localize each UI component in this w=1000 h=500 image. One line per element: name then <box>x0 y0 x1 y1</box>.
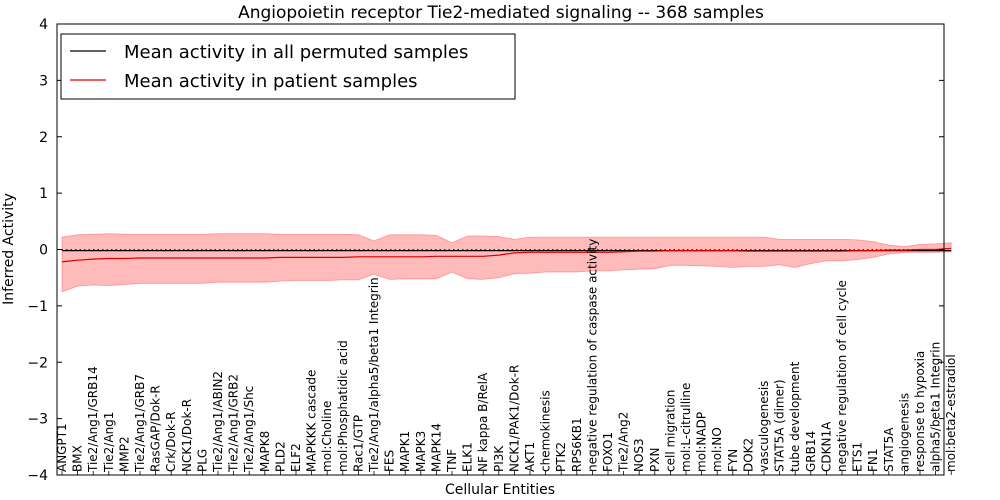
x-category-label: MAPK8 <box>258 431 272 472</box>
y-tick-label: 0 <box>39 243 48 259</box>
x-category-label: PLD2 <box>273 441 287 472</box>
x-category-label: CDKN1A <box>819 421 833 472</box>
x-category-label: GRB14 <box>804 431 818 472</box>
category-label-layer: ANGPT1 BMX Tie2/Ang1/GRB14 Tie2/Ang1 MMP2 Tie… <box>55 239 958 475</box>
x-category-label: Tie2/Ang1/Shc <box>242 386 256 473</box>
x-axis-title: Cellular Entities <box>445 482 555 498</box>
series-line-layer <box>57 247 952 263</box>
x-category-label: ELF2 <box>289 443 303 472</box>
x-category-label: MAPK1 <box>398 431 412 472</box>
x-category-label: Tie2/Ang1 <box>102 412 116 473</box>
x-category-label: mol:NO <box>710 427 724 472</box>
x-category-label: mol:NADP <box>695 412 709 472</box>
x-category-label: DOK2 <box>741 438 755 472</box>
x-category-label: FYN <box>726 449 740 472</box>
x-category-label: negative regulation of cell cycle <box>835 280 849 472</box>
x-category-label: FOXO1 <box>601 432 615 472</box>
x-category-label: Crk/Dok-R <box>164 411 178 472</box>
x-category-label: MAPKKK cascade <box>305 370 319 472</box>
x-category-label: NCK1/PAK1/Dok-R <box>507 365 521 472</box>
x-category-label: MAPK3 <box>414 431 428 472</box>
x-category-label: angiogenesis <box>897 393 911 472</box>
x-category-label: ANGPT1 <box>55 423 69 472</box>
x-category-label: PXN <box>648 448 662 472</box>
y-tick-label: 1 <box>39 186 48 202</box>
legend: Mean activity in all permuted samples Me… <box>60 33 516 100</box>
x-category-label: mol:beta2-estradiol <box>944 354 958 472</box>
x-category-label: Tie2/Ang1/ABIN2 <box>211 371 225 473</box>
x-category-label: BMX <box>71 445 85 472</box>
x-category-label: AKT1 <box>523 442 537 472</box>
y-tick-label: −4 <box>27 468 48 484</box>
x-category-label: mol:Phosphatidic acid <box>336 340 350 472</box>
x-category-label: STAT5A <box>882 427 896 472</box>
x-category-label: Tie2/Ang1/GRB7 <box>133 374 147 473</box>
x-category-label: NF kappa B/RelA <box>476 372 490 472</box>
x-category-label: chemokinesis <box>539 390 553 472</box>
x-category-label: TNF <box>445 449 459 473</box>
x-category-label: RasGAP/Dok-R <box>149 385 163 472</box>
x-category-label: MAPK14 <box>429 423 443 472</box>
x-category-label: Tie2/Ang1/GRB2 <box>227 374 241 473</box>
legend-box <box>60 33 516 100</box>
series-line-patient <box>61 247 952 263</box>
y-axis-title: Inferred Activity <box>1 193 17 305</box>
y-axis-ticks: −4 −3 −2 −1 0 1 2 3 4 <box>27 17 944 484</box>
y-tick-label: 3 <box>39 73 48 89</box>
x-category-label: mol:Choline <box>320 401 334 472</box>
chart-title: Angiopoietin receptor Tie2-mediated sign… <box>238 3 764 23</box>
x-category-label: vasculogenesis <box>757 381 771 472</box>
x-category-label: Tie2/Ang1/alpha5/beta1 Integrin <box>367 277 381 473</box>
x-category-label: FES <box>383 450 397 472</box>
x-category-label: mol:L-citrulline <box>679 383 693 472</box>
y-tick-label: −1 <box>27 299 48 315</box>
y-tick-label: −2 <box>27 355 48 371</box>
y-tick-label: 2 <box>39 130 48 146</box>
x-category-label: tube development <box>788 361 802 472</box>
legend-label-permuted: Mean activity in all permuted samples <box>124 42 468 63</box>
x-category-label: ETS1 <box>851 442 865 472</box>
x-category-label: Tie2/Ang2 <box>617 412 631 473</box>
x-category-label: RPS6KB1 <box>570 417 584 472</box>
x-category-label: FN1 <box>866 448 880 472</box>
y-tick-label: −3 <box>27 412 48 428</box>
y-tick-label: 4 <box>39 17 48 33</box>
x-category-label: NCK1/Dok-R <box>180 399 194 472</box>
x-category-label: cell migration <box>663 390 677 472</box>
x-category-label: NOS3 <box>632 438 646 472</box>
patient-range-band <box>61 233 952 293</box>
x-category-label: PI3K <box>492 445 506 472</box>
x-category-label: MMP2 <box>117 436 131 472</box>
x-category-label: PLG <box>195 449 209 472</box>
x-category-label: Tie2/Ang1/GRB14 <box>86 366 100 473</box>
x-category-label: negative regulation of caspase activity <box>585 239 599 472</box>
x-category-label: response to hypoxia <box>913 351 927 472</box>
x-category-label: ELK1 <box>461 442 475 472</box>
x-category-label: STAT5A (dimer) <box>773 379 787 472</box>
x-category-label: Rac1/GTP <box>351 415 365 472</box>
x-category-label: alpha5/beta1 Integrin <box>929 342 943 472</box>
x-category-label: PTK2 <box>554 442 568 472</box>
patient-band-layer <box>61 233 952 293</box>
legend-label-patient: Mean activity in patient samples <box>124 71 418 92</box>
